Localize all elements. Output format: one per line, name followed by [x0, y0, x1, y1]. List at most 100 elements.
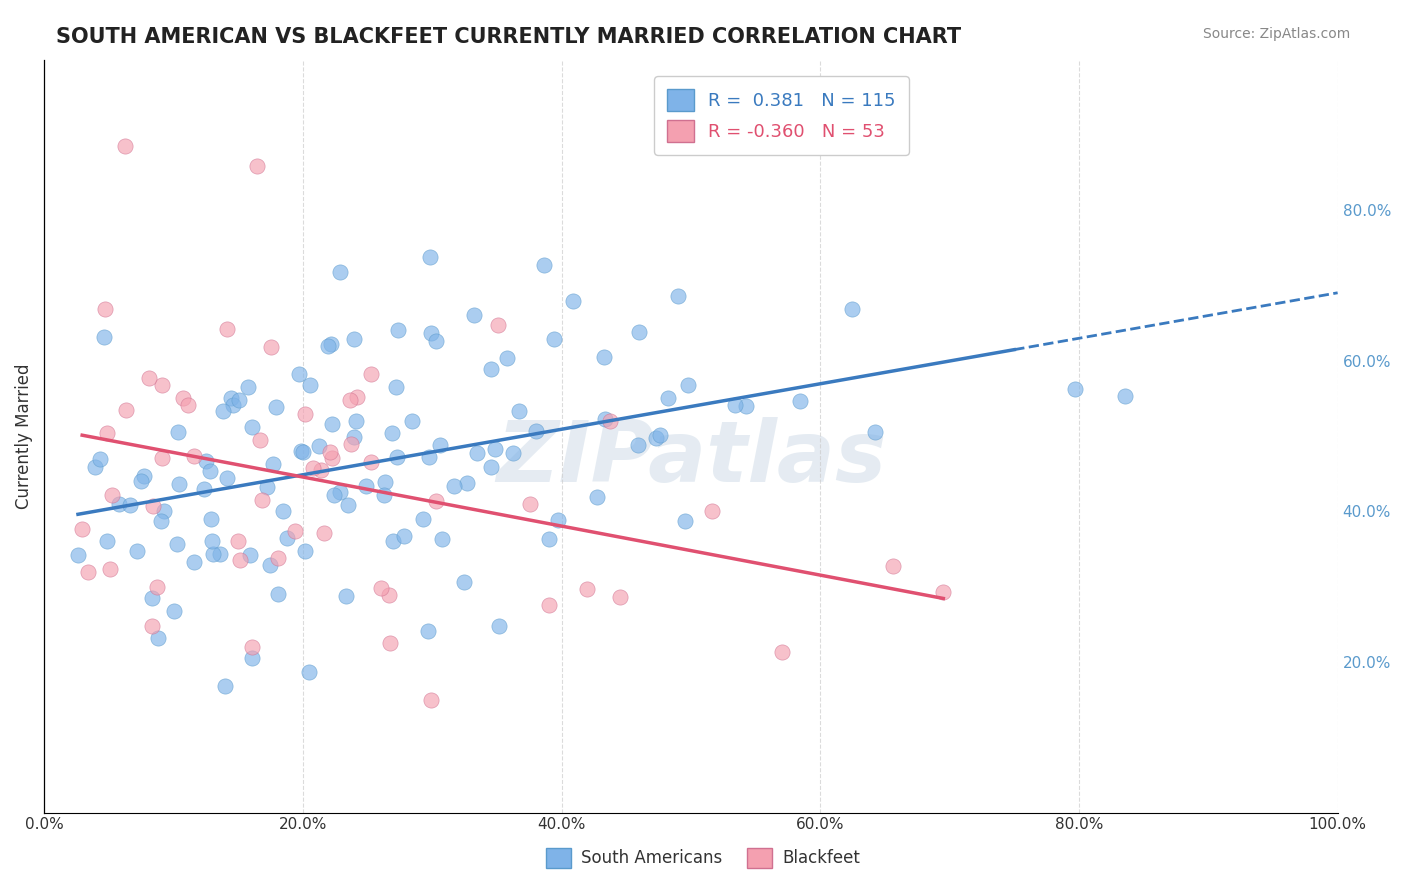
Point	[321, 417, 343, 431]
Point	[228, 392, 250, 407]
Point	[142, 499, 165, 513]
Point	[292, 445, 315, 459]
Point	[150, 451, 173, 466]
Point	[882, 559, 904, 574]
Point	[172, 391, 194, 405]
Point	[96, 425, 118, 440]
Point	[576, 582, 599, 597]
Point	[217, 471, 239, 485]
Point	[337, 498, 360, 512]
Point	[593, 350, 616, 364]
Point	[294, 544, 316, 558]
Point	[412, 511, 434, 525]
Point	[382, 533, 405, 548]
Point	[381, 425, 404, 440]
Point	[585, 491, 607, 505]
Point	[264, 401, 287, 415]
Point	[343, 332, 366, 346]
Point	[432, 532, 454, 546]
Legend: South Americans, Blackfeet: South Americans, Blackfeet	[540, 841, 866, 875]
Point	[453, 574, 475, 589]
Point	[1064, 383, 1087, 397]
Point	[562, 294, 585, 309]
Point	[841, 301, 863, 316]
Point	[702, 503, 724, 517]
Point	[146, 580, 169, 594]
Point	[177, 398, 200, 412]
Point	[118, 498, 141, 512]
Point	[770, 644, 793, 658]
Point	[250, 492, 273, 507]
Point	[360, 367, 382, 381]
Point	[609, 590, 631, 604]
Point	[150, 378, 173, 392]
Point	[323, 488, 346, 502]
Point	[373, 488, 395, 502]
Point	[387, 323, 409, 337]
Point	[537, 532, 560, 546]
Point	[276, 531, 298, 545]
Point	[167, 425, 190, 439]
Point	[360, 455, 382, 469]
Point	[547, 513, 569, 527]
Point	[370, 581, 392, 595]
Point	[418, 624, 440, 638]
Point	[734, 399, 756, 413]
Point	[222, 398, 245, 412]
Point	[101, 488, 124, 502]
Point	[246, 159, 269, 173]
Point	[335, 589, 357, 603]
Point	[226, 533, 249, 548]
Point	[94, 301, 117, 316]
Point	[932, 585, 955, 599]
Point	[70, 522, 93, 536]
Point	[267, 587, 290, 601]
Point	[229, 553, 252, 567]
Point	[266, 551, 288, 566]
Point	[198, 464, 221, 478]
Point	[380, 636, 402, 650]
Point	[1114, 389, 1136, 403]
Point	[318, 339, 340, 353]
Point	[208, 547, 231, 561]
Point	[484, 442, 506, 457]
Point	[115, 402, 138, 417]
Point	[789, 393, 811, 408]
Point	[385, 380, 408, 394]
Point	[131, 475, 153, 489]
Point	[308, 438, 330, 452]
Point	[167, 476, 190, 491]
Point	[645, 431, 668, 445]
Point	[242, 420, 264, 434]
Point	[152, 504, 174, 518]
Text: SOUTH AMERICAN VS BLACKFEET CURRENTLY MARRIED CORRELATION CHART: SOUTH AMERICAN VS BLACKFEET CURRENTLY MA…	[56, 27, 962, 46]
Point	[260, 340, 283, 354]
Point	[443, 479, 465, 493]
Point	[96, 533, 118, 548]
Point	[163, 604, 186, 618]
Point	[83, 460, 105, 475]
Point	[463, 308, 485, 322]
Point	[195, 453, 218, 467]
Point	[418, 450, 440, 465]
Point	[543, 332, 565, 346]
Point	[346, 390, 368, 404]
Point	[481, 460, 503, 475]
Text: Source: ZipAtlas.com: Source: ZipAtlas.com	[1202, 27, 1350, 41]
Y-axis label: Currently Married: Currently Married	[15, 363, 32, 508]
Point	[344, 414, 367, 428]
Point	[321, 450, 343, 465]
Point	[486, 318, 509, 332]
Point	[217, 322, 239, 336]
Point	[93, 330, 115, 344]
Point	[66, 548, 89, 562]
Point	[456, 476, 478, 491]
Point	[125, 544, 148, 558]
Point	[378, 589, 401, 603]
Point	[202, 547, 225, 561]
Point	[114, 138, 136, 153]
Point	[401, 414, 423, 428]
Point	[249, 433, 271, 447]
Point	[212, 404, 235, 418]
Point	[240, 640, 263, 654]
